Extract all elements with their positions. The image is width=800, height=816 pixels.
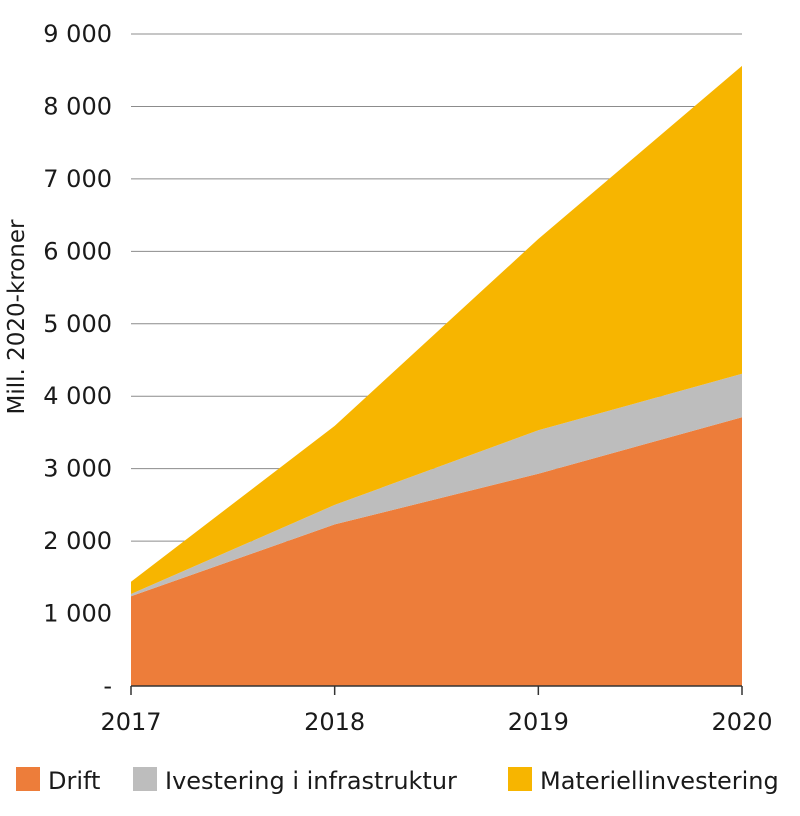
area-series-2: [131, 373, 742, 597]
x-tick-labels: 2017 2018 2019 2020: [100, 708, 772, 736]
legend-label: Ivestering i infrastruktur: [165, 767, 457, 795]
legend-label: Materiellinvestering: [540, 767, 779, 795]
legend-swatch: [16, 767, 40, 791]
x-tick-label: 2020: [711, 708, 772, 736]
y-tick-label: 9 000: [43, 20, 112, 48]
y-tick-label: 7 000: [43, 165, 112, 193]
x-tick-label: 2019: [508, 708, 569, 736]
y-tick-label: 8 000: [43, 92, 112, 120]
y-tick-label: -: [103, 672, 112, 700]
legend-label: Drift: [48, 767, 100, 795]
area-series-3: [131, 65, 742, 594]
legend: Drift Ivestering i infrastruktur Materiell…: [16, 767, 779, 795]
y-tick-label: 1 000: [43, 600, 112, 628]
y-tick-label: 5 000: [43, 310, 112, 338]
y-tick-label: 2 000: [43, 527, 112, 555]
legend-swatch: [133, 767, 157, 791]
y-tick-labels: - 1 000 2 000 3 000 4 000 5 000 6 000 7 000 8 00…: [43, 20, 112, 700]
axes: [130, 685, 743, 695]
area-series-1: [131, 417, 742, 686]
legend-swatch: [508, 767, 532, 791]
y-axis-title: Mill. 2020-kroner: [4, 219, 30, 415]
y-tick-label: 4 000: [43, 382, 112, 410]
plot-areas: [131, 65, 742, 686]
x-tick-label: 2017: [100, 708, 161, 736]
y-tick-label: 3 000: [43, 455, 112, 483]
y-tick-label: 6 000: [43, 237, 112, 265]
x-tick-label: 2018: [304, 708, 365, 736]
